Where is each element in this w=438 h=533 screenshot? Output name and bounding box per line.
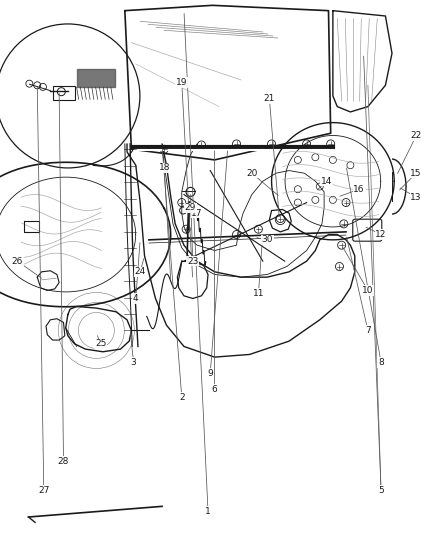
Text: 29: 29 bbox=[185, 204, 196, 212]
Text: 27: 27 bbox=[38, 486, 49, 495]
Text: 23: 23 bbox=[187, 257, 198, 265]
Text: 17: 17 bbox=[191, 209, 203, 217]
Text: 5: 5 bbox=[378, 486, 384, 495]
Text: 28: 28 bbox=[58, 457, 69, 465]
Text: 7: 7 bbox=[365, 326, 371, 335]
Text: 20: 20 bbox=[246, 169, 258, 177]
Text: 13: 13 bbox=[410, 193, 422, 201]
Text: 12: 12 bbox=[375, 230, 387, 239]
Text: 11: 11 bbox=[253, 289, 264, 297]
Text: 18: 18 bbox=[159, 164, 170, 172]
Text: 24: 24 bbox=[134, 268, 146, 276]
Text: 22: 22 bbox=[410, 132, 422, 140]
Text: 3: 3 bbox=[131, 358, 137, 367]
Text: 30: 30 bbox=[261, 236, 273, 244]
Text: 8: 8 bbox=[378, 358, 384, 367]
Text: 4: 4 bbox=[133, 294, 138, 303]
Text: 16: 16 bbox=[353, 185, 365, 193]
Text: 10: 10 bbox=[362, 286, 374, 295]
Text: 26: 26 bbox=[12, 257, 23, 265]
Text: 25: 25 bbox=[95, 340, 106, 348]
Text: 21: 21 bbox=[264, 94, 275, 103]
Text: 6: 6 bbox=[212, 385, 218, 393]
Text: 1: 1 bbox=[205, 507, 211, 516]
Text: 2: 2 bbox=[179, 393, 184, 401]
Text: 14: 14 bbox=[321, 177, 332, 185]
Text: 15: 15 bbox=[410, 169, 422, 177]
Polygon shape bbox=[77, 69, 115, 87]
Text: 19: 19 bbox=[176, 78, 187, 87]
Text: 9: 9 bbox=[207, 369, 213, 377]
